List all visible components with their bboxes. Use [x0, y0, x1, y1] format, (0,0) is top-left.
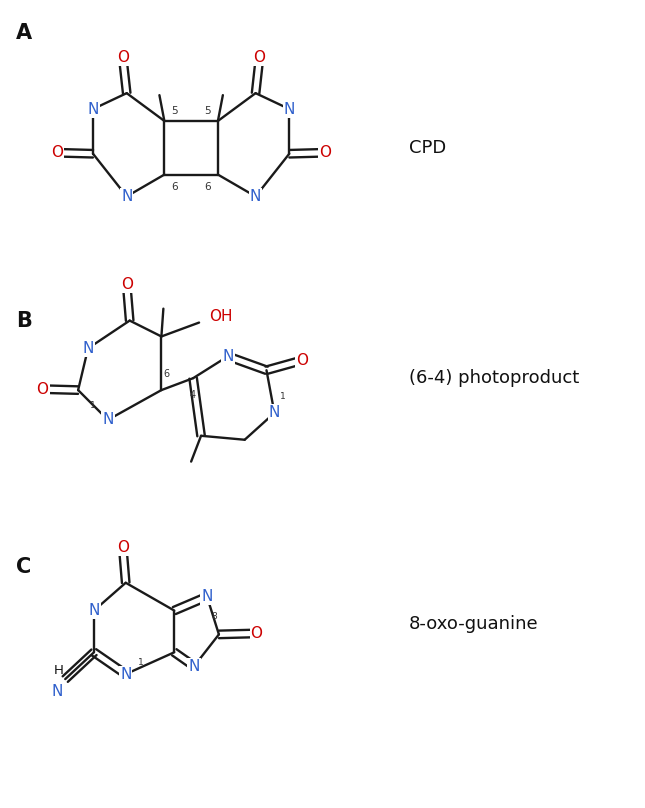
Text: N: N [121, 189, 132, 204]
Text: B: B [15, 310, 32, 330]
Text: N: N [201, 589, 213, 604]
Text: O: O [253, 50, 266, 65]
Text: O: O [36, 381, 48, 397]
Text: 4: 4 [189, 390, 195, 400]
Text: N: N [250, 189, 261, 204]
Text: OH: OH [209, 309, 232, 324]
Text: O: O [319, 145, 331, 160]
Text: 5: 5 [171, 106, 177, 116]
Text: H: H [54, 663, 63, 676]
Text: 6: 6 [171, 182, 177, 191]
Text: N: N [188, 659, 200, 674]
Text: N: N [284, 102, 295, 116]
Text: C: C [15, 557, 31, 577]
Text: N: N [87, 102, 99, 116]
Text: (6-4) photoproduct: (6-4) photoproduct [409, 369, 579, 387]
Text: 1: 1 [279, 392, 285, 401]
Text: N: N [102, 412, 114, 427]
Text: 6: 6 [163, 369, 170, 379]
Text: O: O [52, 145, 63, 160]
Text: N: N [120, 667, 132, 682]
Text: N: N [269, 406, 280, 420]
Text: O: O [250, 626, 263, 641]
Text: O: O [117, 50, 129, 65]
Text: 1: 1 [90, 402, 96, 410]
Text: N: N [88, 603, 100, 618]
Text: 5: 5 [204, 106, 212, 116]
Text: O: O [121, 277, 133, 292]
Text: N: N [83, 341, 94, 356]
Text: 8-oxo-guanine: 8-oxo-guanine [409, 616, 539, 633]
Text: A: A [15, 23, 32, 43]
Text: N: N [52, 684, 63, 698]
Text: O: O [296, 353, 308, 368]
Text: 8: 8 [211, 612, 217, 621]
Text: 1: 1 [137, 658, 143, 667]
Text: 6: 6 [204, 182, 212, 191]
Text: N: N [222, 349, 233, 364]
Text: CPD: CPD [409, 139, 446, 157]
Text: O: O [117, 540, 129, 554]
